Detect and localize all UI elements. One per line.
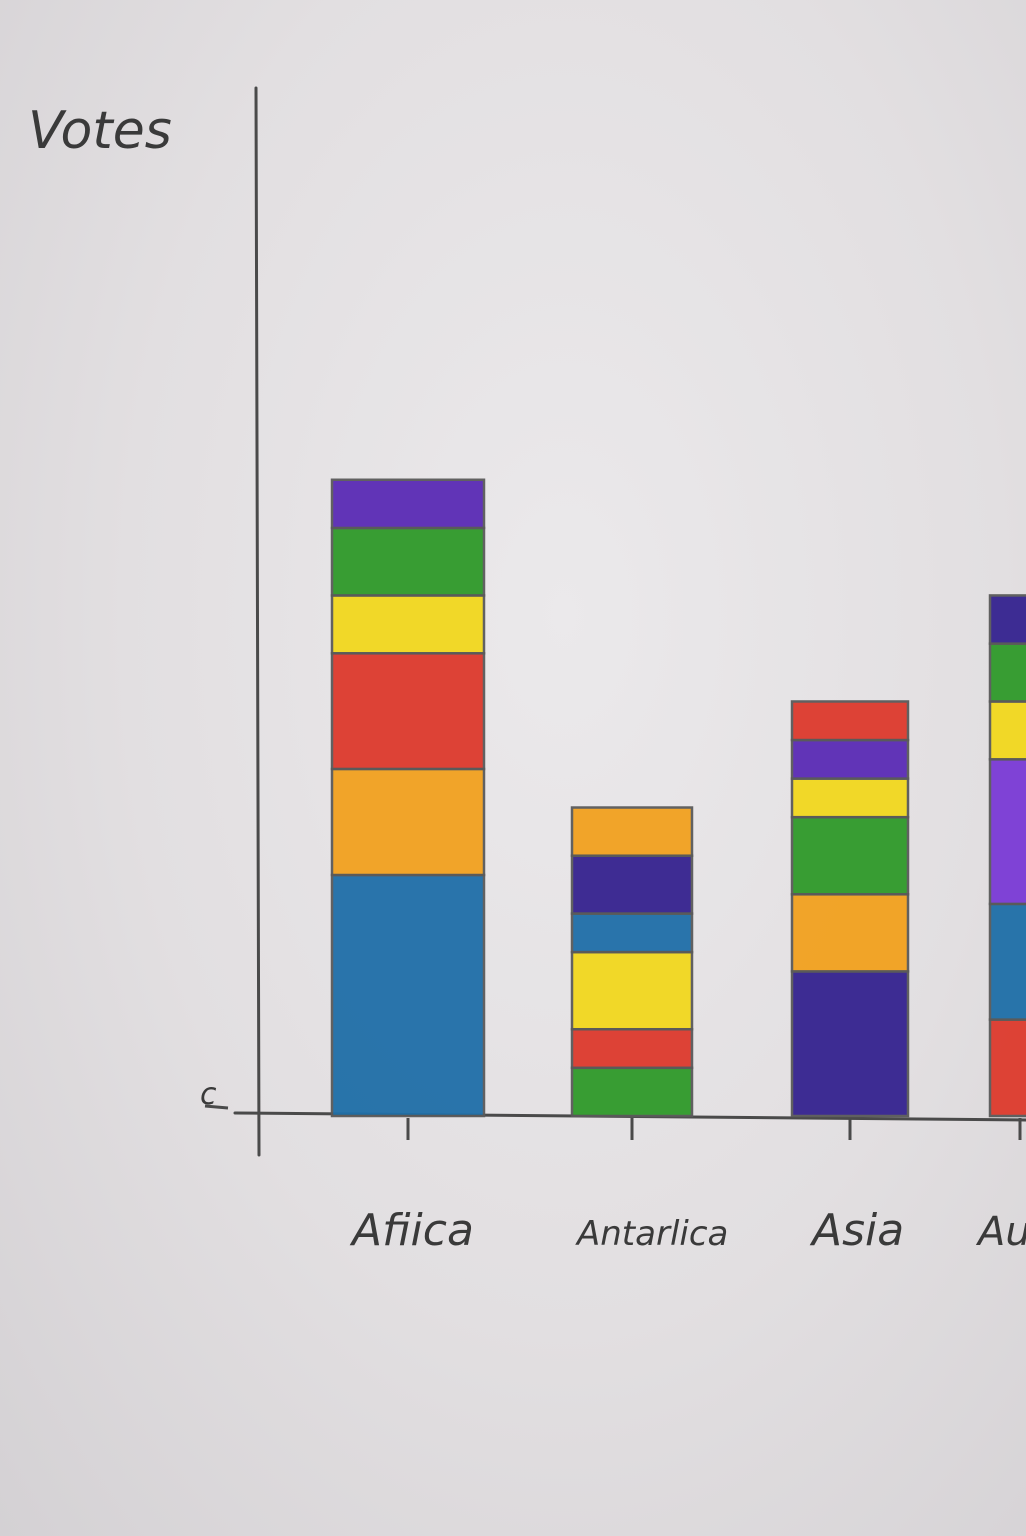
bar-segment-afiica-2: [330, 767, 486, 877]
y-tick-mark: [204, 1104, 229, 1110]
bar-segment-antarlica-6: [570, 806, 694, 857]
bar-segment-au-2: [988, 902, 1026, 1021]
bar-segment-asia-2: [790, 893, 910, 973]
bar-segment-au-1: [988, 1018, 1026, 1118]
bar-segment-asia-3: [790, 815, 910, 896]
bar-segment-asia-6: [790, 700, 910, 742]
bar-segment-au-5: [988, 642, 1026, 703]
bar-segment-afiica-3: [330, 652, 486, 771]
bar-segment-afiica-1: [330, 873, 486, 1118]
x-tick-label-au: Au: [975, 1209, 1026, 1255]
bar-segment-antarlica-3: [570, 950, 694, 1031]
bar-segment-asia-1: [790, 970, 910, 1118]
x-tick-label-asia: Asia: [809, 1205, 904, 1256]
y-axis-label: Votes: [28, 101, 172, 161]
y-tick-label: c: [200, 1077, 217, 1112]
x-tick-label-afiica: Afiica: [349, 1205, 474, 1256]
x-ticks-group: Afiica Antarlica Asia Au: [349, 1118, 1026, 1256]
bar-segment-afiica-4: [330, 594, 486, 655]
bar-segment-antarlica-1: [570, 1066, 694, 1118]
bar-segment-antarlica-2: [570, 1027, 694, 1070]
bar-segment-au-4: [988, 700, 1026, 761]
y-axis: [254, 86, 261, 1157]
x-tick-label-antarlica: Antarlica: [575, 1214, 728, 1254]
bar-segment-antarlica-4: [570, 912, 694, 954]
bar-segment-au-3: [988, 758, 1026, 906]
bar-segment-asia-5: [790, 738, 910, 780]
bar-segment-antarlica-5: [570, 854, 694, 915]
bars-group: [330, 478, 1026, 1118]
bar-segment-au-6: [988, 594, 1026, 645]
bar-segment-afiica-5: [330, 526, 486, 597]
bar-segment-afiica-6: [330, 478, 486, 530]
bar-segment-asia-4: [790, 777, 910, 819]
